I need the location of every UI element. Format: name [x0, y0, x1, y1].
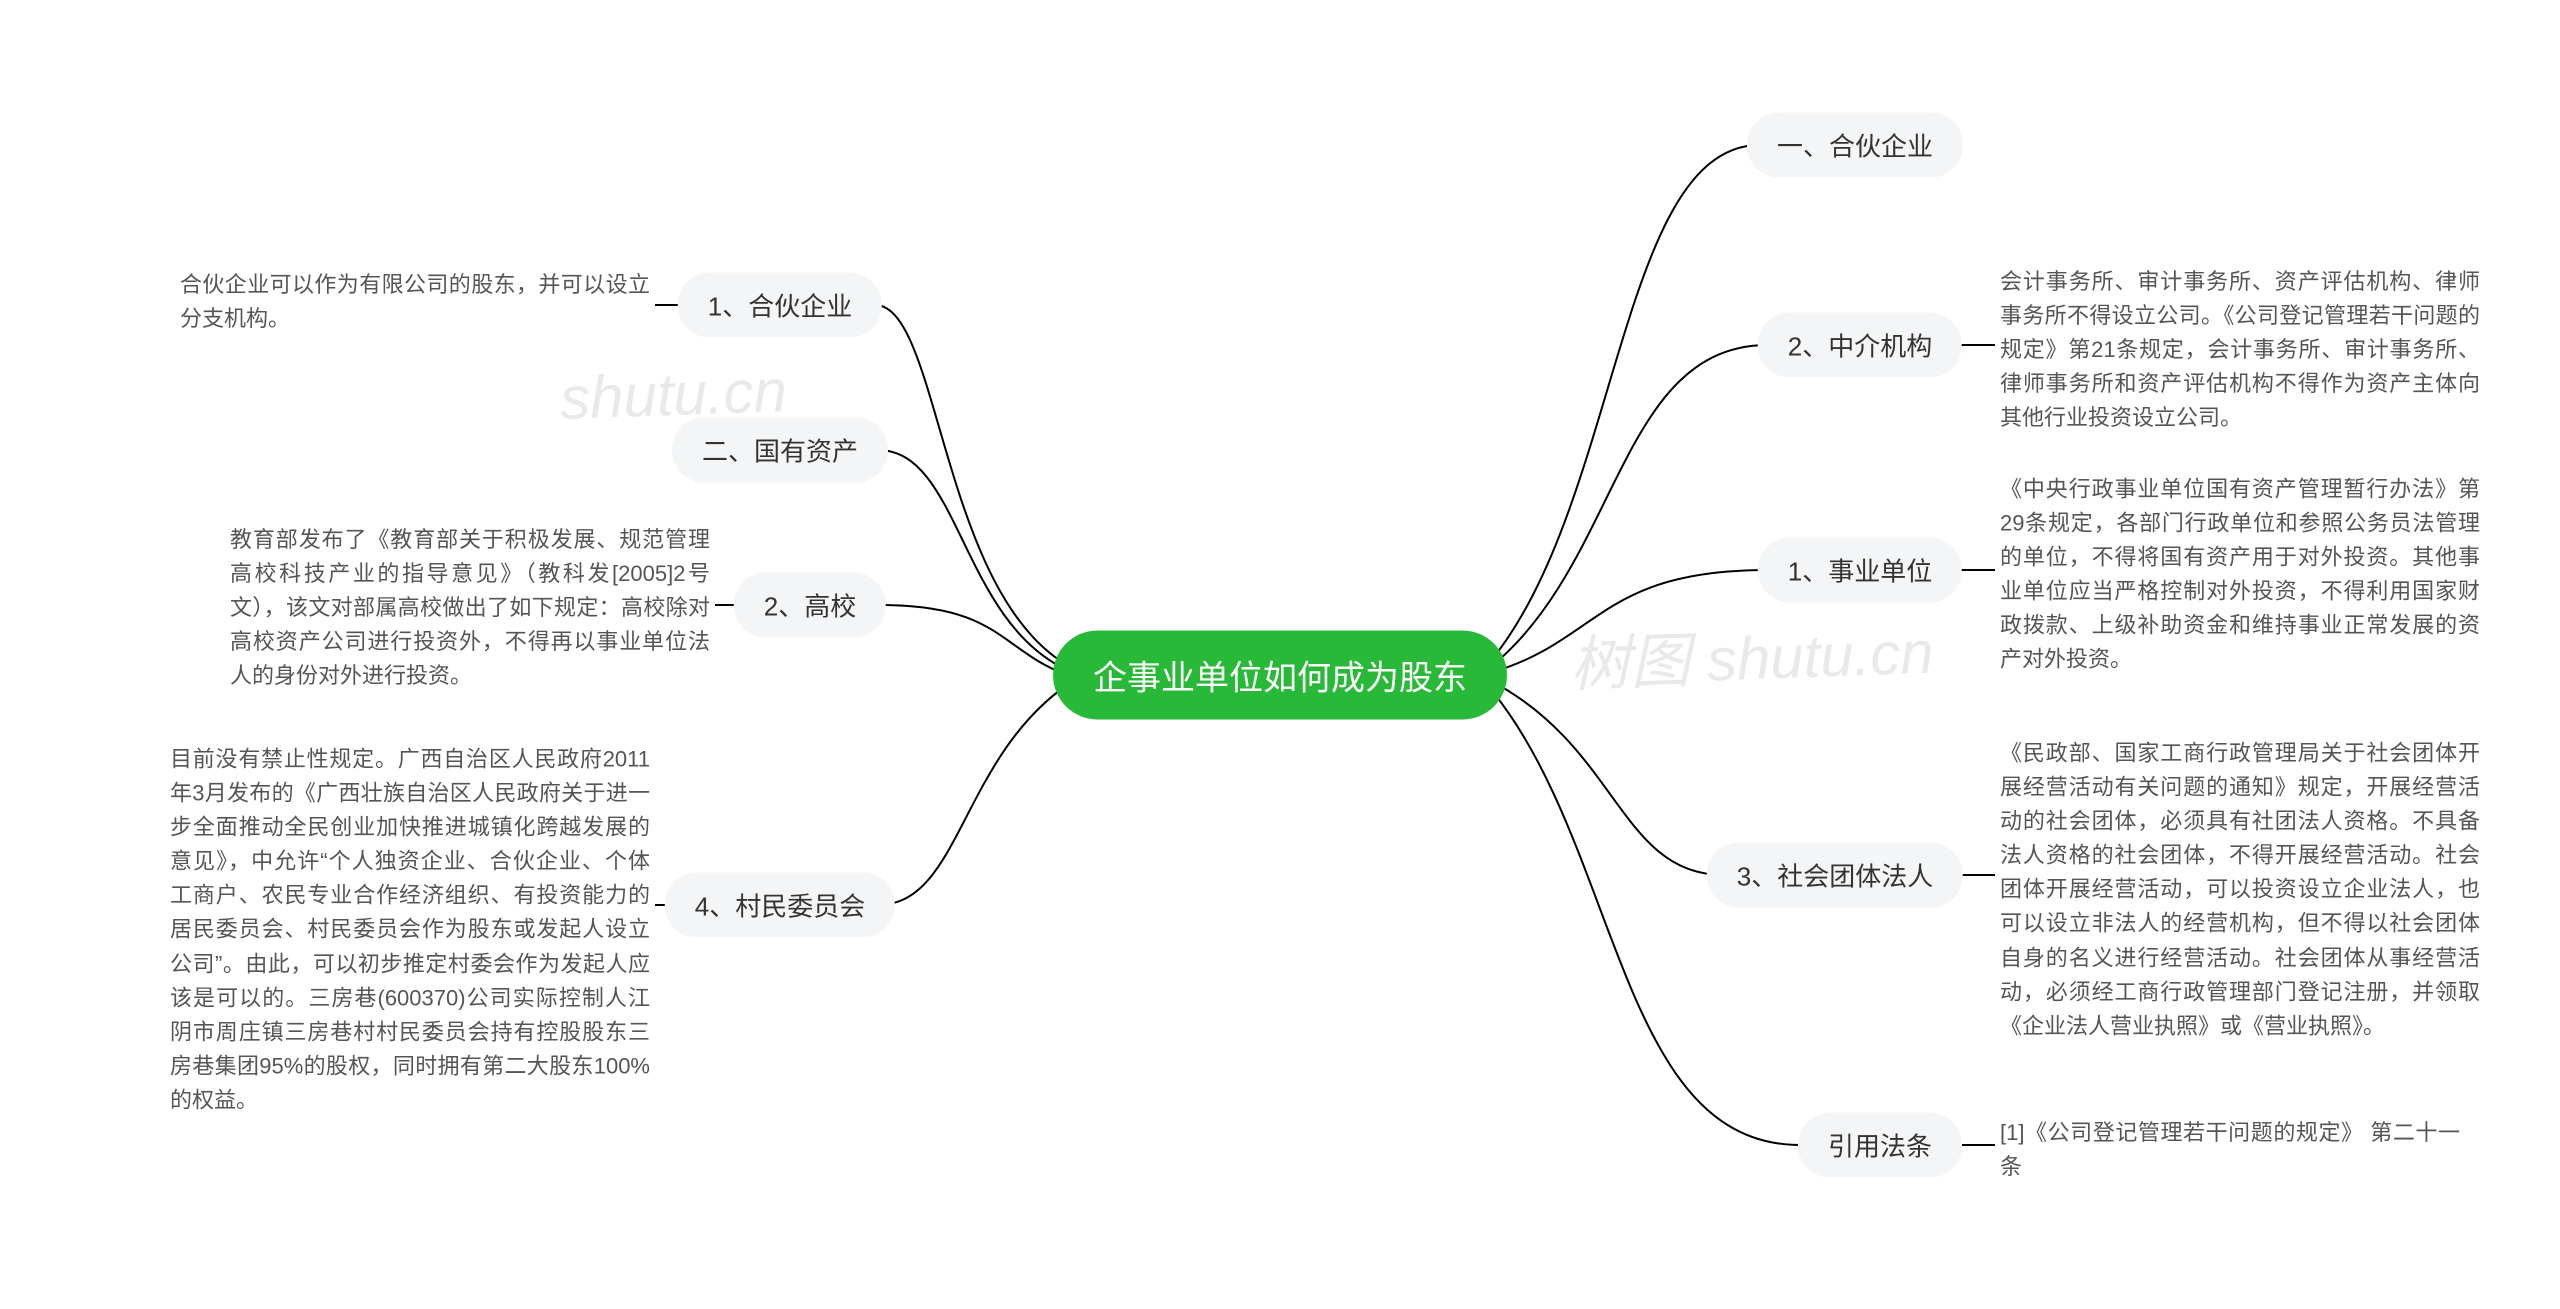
connector — [878, 450, 1067, 670]
branch-l2[interactable]: 二、国有资产 — [672, 418, 888, 483]
leaf-l4: 目前没有禁止性规定。广西自治区人民政府2011年3月发布的《广西壮族自治区人民政… — [170, 742, 650, 1117]
root-node[interactable]: 企事业单位如何成为股东 — [1053, 631, 1507, 720]
branch-r4[interactable]: 3、社会团体法人 — [1707, 843, 1963, 908]
leaf-r3: 《中央行政事业单位国有资产管理暂行办法》第29条规定，各部门行政单位和参照公务员… — [2000, 473, 2480, 678]
connector — [878, 685, 1067, 905]
connector — [875, 305, 1067, 665]
leaf-r4: 《民政部、国家工商行政管理局关于社会团体开展经营活动有关问题的通知》规定，开展经… — [2000, 737, 2480, 1044]
branch-r3[interactable]: 1、事业单位 — [1758, 538, 1962, 603]
branch-r2[interactable]: 2、中介机构 — [1758, 313, 1962, 378]
connector — [880, 605, 1067, 675]
branch-r5[interactable]: 引用法条 — [1798, 1113, 1962, 1178]
connector — [1493, 692, 1800, 1145]
leaf-l1: 合伙企业可以作为有限公司的股东，并可以设立分支机构。 — [180, 268, 650, 336]
branch-l1[interactable]: 1、合伙企业 — [678, 273, 882, 338]
leaf-l3: 教育部发布了《教育部关于积极发展、规范管理高校科技产业的指导意见》（教科发[20… — [230, 523, 710, 693]
branch-r1[interactable]: 一、合伙企业 — [1747, 113, 1963, 178]
branch-l4[interactable]: 4、村民委员会 — [665, 873, 895, 938]
leaf-r5: [1]《公司登记管理若干问题的规定》 第二十一条 — [2000, 1116, 2460, 1184]
connector — [1493, 145, 1760, 658]
branch-l3[interactable]: 2、高校 — [734, 573, 886, 638]
mindmap-canvas: shutu.cn 树图 shutu.cn 企事业单位如何成为股东 — [0, 0, 2560, 1309]
connector — [1493, 682, 1725, 875]
leaf-r2: 会计事务所、审计事务所、资产评估机构、律师事务所不得设立公司。《公司登记管理若干… — [2000, 265, 2480, 435]
watermark: 树图 shutu.cn — [1569, 604, 1935, 704]
